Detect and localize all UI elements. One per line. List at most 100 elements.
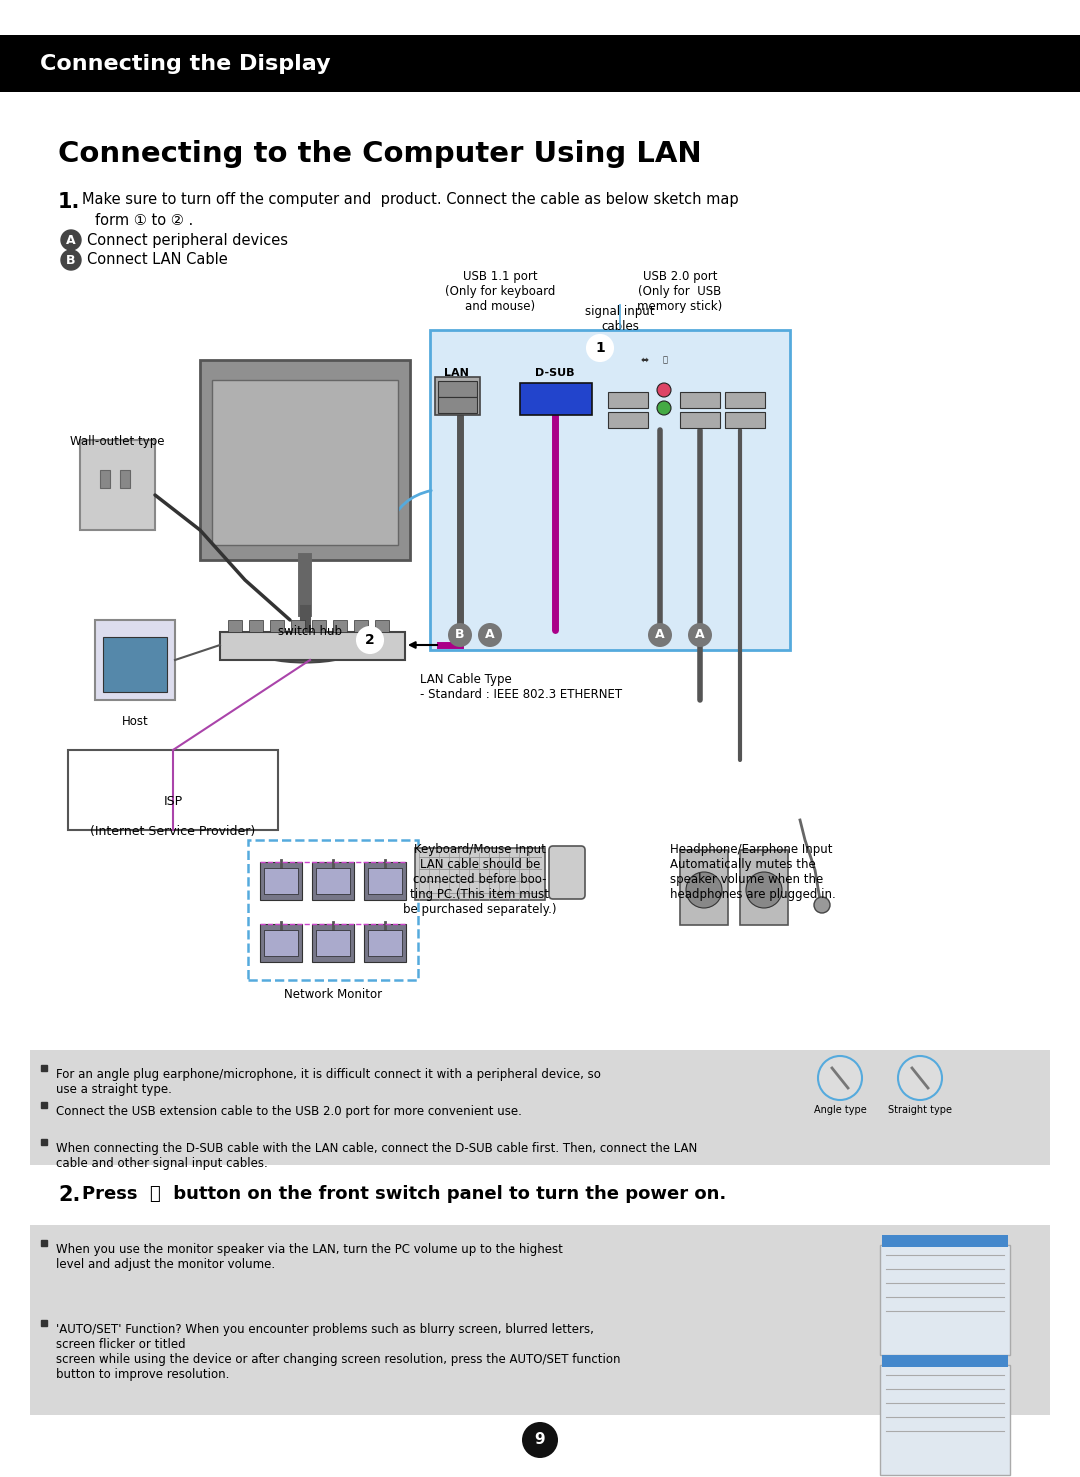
Bar xyxy=(430,329,789,650)
Bar xyxy=(364,863,406,899)
Bar xyxy=(220,632,405,660)
Text: Wall-outlet type: Wall-outlet type xyxy=(70,436,164,448)
Text: Keyboard/Mouse Input
LAN cable should be
connected before boo-
ting PC.(This ite: Keyboard/Mouse Input LAN cable should be… xyxy=(403,843,557,916)
Bar xyxy=(519,383,592,415)
Text: A: A xyxy=(66,233,76,247)
Text: When connecting the D-SUB cable with the LAN cable, connect the D-SUB cable firs: When connecting the D-SUB cable with the… xyxy=(56,1142,698,1170)
Bar xyxy=(415,848,545,899)
Bar xyxy=(0,35,1080,92)
Text: 9: 9 xyxy=(535,1433,545,1447)
Circle shape xyxy=(657,383,671,397)
Text: Headphone/Earphone Input
Automatically mutes the
speaker volume when the
headpho: Headphone/Earphone Input Automatically m… xyxy=(670,843,836,901)
Circle shape xyxy=(448,623,472,647)
Bar xyxy=(725,412,765,428)
Text: A: A xyxy=(696,629,705,641)
Bar xyxy=(103,637,167,693)
Bar xyxy=(438,381,477,397)
Circle shape xyxy=(478,623,502,647)
Bar xyxy=(228,620,242,632)
Text: ISP

(Internet Service Provider): ISP (Internet Service Provider) xyxy=(91,795,256,837)
Bar xyxy=(212,380,399,545)
Text: 2.: 2. xyxy=(58,1185,80,1205)
Bar xyxy=(882,1354,1008,1368)
Bar xyxy=(95,620,175,700)
Text: Connect peripheral devices: Connect peripheral devices xyxy=(87,232,288,248)
Text: Make sure to turn off the computer and  product. Connect the cable as below sket: Make sure to turn off the computer and p… xyxy=(82,192,739,207)
Text: 1: 1 xyxy=(595,341,605,354)
Text: Connecting to the Computer Using LAN: Connecting to the Computer Using LAN xyxy=(58,140,702,168)
Text: A: A xyxy=(485,629,495,641)
Circle shape xyxy=(648,623,672,647)
Text: Connecting the Display: Connecting the Display xyxy=(40,55,330,74)
Text: For an angle plug earphone/microphone, it is difficult connect it with a periphe: For an angle plug earphone/microphone, i… xyxy=(56,1068,600,1096)
Circle shape xyxy=(357,628,383,653)
Text: switch hub: switch hub xyxy=(278,625,342,638)
Bar xyxy=(120,470,130,487)
Text: D-SUB: D-SUB xyxy=(536,368,575,378)
Text: LAN Cable Type
- Standard : IEEE 802.3 ETHERNET: LAN Cable Type - Standard : IEEE 802.3 E… xyxy=(420,674,622,702)
Bar xyxy=(248,840,418,981)
Circle shape xyxy=(746,871,782,908)
Bar xyxy=(100,470,110,487)
Text: USB 2.0 port
(Only for  USB
memory stick): USB 2.0 port (Only for USB memory stick) xyxy=(637,270,723,313)
Ellipse shape xyxy=(255,638,355,663)
Text: 2: 2 xyxy=(365,634,375,647)
Text: ⬌: ⬌ xyxy=(640,354,649,365)
Bar xyxy=(354,620,368,632)
FancyBboxPatch shape xyxy=(549,846,585,899)
Bar xyxy=(30,1050,1050,1165)
Bar xyxy=(364,925,406,962)
Bar xyxy=(30,1224,1050,1415)
Text: 🎤: 🎤 xyxy=(662,356,667,365)
Text: Network Monitor: Network Monitor xyxy=(284,988,382,1001)
Bar xyxy=(264,868,298,894)
Circle shape xyxy=(818,1056,862,1100)
Bar xyxy=(312,863,354,899)
Text: 1.: 1. xyxy=(58,192,80,213)
Bar xyxy=(312,620,326,632)
Circle shape xyxy=(657,400,671,415)
Text: 'AUTO/SET' Function? When you encounter problems such as blurry screen, blurred : 'AUTO/SET' Function? When you encounter … xyxy=(56,1323,621,1381)
Bar xyxy=(680,849,728,925)
Bar xyxy=(264,931,298,956)
Text: Straight type: Straight type xyxy=(888,1105,951,1115)
Text: USB 1.1 port
(Only for keyboard
and mouse): USB 1.1 port (Only for keyboard and mous… xyxy=(445,270,555,313)
Bar xyxy=(316,868,350,894)
Bar xyxy=(608,412,648,428)
Bar xyxy=(608,391,648,408)
Bar xyxy=(375,620,389,632)
Circle shape xyxy=(60,250,81,270)
Bar xyxy=(80,440,156,530)
Bar xyxy=(312,925,354,962)
Circle shape xyxy=(688,623,712,647)
Bar xyxy=(438,397,477,414)
Text: signal input
cables: signal input cables xyxy=(585,304,654,332)
Bar xyxy=(249,620,264,632)
Text: Angle type: Angle type xyxy=(813,1105,866,1115)
Bar xyxy=(333,620,347,632)
Text: Host: Host xyxy=(122,715,148,728)
Text: Connect LAN Cable: Connect LAN Cable xyxy=(87,253,228,267)
Text: form ① to ② .: form ① to ② . xyxy=(95,213,193,227)
Bar xyxy=(260,925,302,962)
Bar xyxy=(200,360,410,560)
Bar xyxy=(882,1235,1008,1247)
Circle shape xyxy=(897,1056,942,1100)
Text: Press  ⏻  button on the front switch panel to turn the power on.: Press ⏻ button on the front switch panel… xyxy=(82,1185,726,1202)
Bar xyxy=(680,391,720,408)
Text: B: B xyxy=(66,254,76,266)
Bar xyxy=(880,1245,1010,1354)
Bar xyxy=(368,868,402,894)
Text: A: A xyxy=(656,629,665,641)
Bar xyxy=(740,849,788,925)
Bar xyxy=(291,620,305,632)
Circle shape xyxy=(522,1422,558,1458)
Bar xyxy=(68,750,278,830)
Bar xyxy=(270,620,284,632)
Bar xyxy=(725,391,765,408)
Bar xyxy=(368,931,402,956)
Circle shape xyxy=(814,897,831,913)
Bar xyxy=(260,863,302,899)
Bar xyxy=(880,1365,1010,1476)
Circle shape xyxy=(60,230,81,250)
